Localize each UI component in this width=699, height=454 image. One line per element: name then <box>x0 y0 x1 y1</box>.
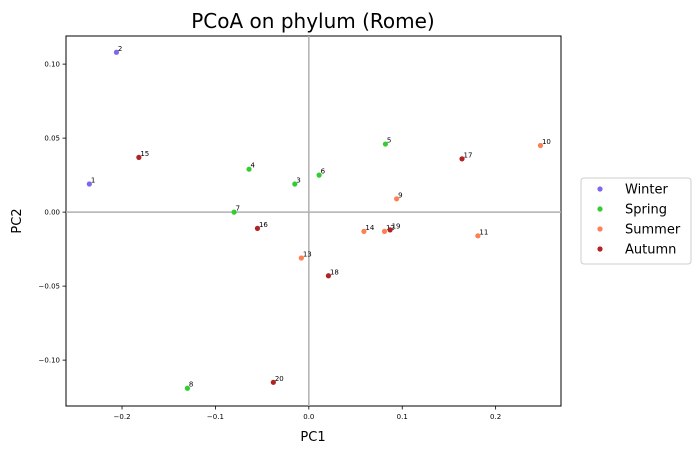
legend-marker-spring <box>597 206 603 212</box>
point-label: 10 <box>542 138 551 146</box>
data-point-summer <box>475 233 481 239</box>
point-label: 5 <box>387 137 391 145</box>
data-point-spring <box>382 141 389 147</box>
legend-marker-summer <box>597 226 603 232</box>
point-label: 20 <box>275 375 284 383</box>
point-label: 17 <box>464 151 473 159</box>
data-point-spring <box>292 181 298 187</box>
data-point-spring <box>246 166 252 172</box>
legend: Winter Spring Summer Autumn <box>580 177 692 265</box>
legend-entry-winter: Winter <box>625 183 669 198</box>
y-tick-label: −0.10 <box>39 357 60 365</box>
data-point-winter <box>86 181 92 187</box>
data-point-autumn <box>136 154 142 160</box>
legend-marker-autumn <box>597 246 603 252</box>
plot-area <box>65 35 562 407</box>
point-label: 7 <box>236 205 240 213</box>
point-label: 18 <box>330 268 339 276</box>
point-label: 8 <box>189 381 193 389</box>
point-label: 19 <box>392 222 401 230</box>
data-point-summer <box>537 142 544 149</box>
data-point-spring <box>184 385 191 391</box>
point-label: 11 <box>479 228 488 236</box>
data-point-autumn <box>270 379 276 385</box>
x-axis-ticks: −0.2 −0.1 0.0 0.1 0.2 <box>114 406 501 421</box>
point-label: 16 <box>259 221 268 229</box>
y-tick-label: 0.00 <box>44 209 60 217</box>
y-axis-label: PC2 <box>10 208 25 233</box>
point-label: 13 <box>303 251 312 259</box>
point-label: 4 <box>251 162 256 170</box>
point-label: 3 <box>296 177 300 185</box>
legend-marker-winter <box>597 186 603 192</box>
legend-box <box>580 177 692 265</box>
data-point-autumn <box>459 156 465 162</box>
data-points: 1234567891011121314151617181920 <box>86 45 551 391</box>
point-label: 15 <box>140 150 149 158</box>
data-point-spring <box>231 209 237 215</box>
x-tick-label: 0.1 <box>397 413 408 421</box>
x-axis-label: PC1 <box>300 430 325 445</box>
legend-entry-autumn: Autumn <box>625 243 676 258</box>
x-tick-label: −0.1 <box>207 413 224 421</box>
y-tick-label: 0.05 <box>44 135 60 143</box>
point-label: 2 <box>118 45 122 53</box>
point-label: 9 <box>398 191 402 199</box>
point-label: 1 <box>91 177 95 185</box>
data-point-autumn <box>254 225 261 231</box>
data-point-summer <box>381 228 388 234</box>
legend-entry-summer: Summer <box>625 223 681 238</box>
data-point-summer <box>394 196 400 202</box>
y-axis-ticks: −0.10 −0.05 0.00 0.05 0.10 <box>39 61 66 365</box>
data-point-spring <box>316 172 322 178</box>
data-point-winter <box>113 49 120 55</box>
data-point-autumn <box>387 227 393 233</box>
x-tick-label: −0.2 <box>114 413 131 421</box>
y-tick-label: −0.05 <box>39 283 60 291</box>
reference-lines <box>66 36 561 406</box>
x-tick-label: 0.2 <box>490 413 501 421</box>
point-label: 6 <box>321 168 326 176</box>
data-point-summer <box>298 255 304 261</box>
y-tick-label: 0.10 <box>44 61 60 69</box>
point-label: 14 <box>365 224 374 232</box>
x-tick-label: 0.0 <box>303 413 314 421</box>
data-point-autumn <box>325 273 332 279</box>
chart-title: PCoA on phylum (Rome) <box>191 9 434 33</box>
data-point-summer <box>361 228 367 234</box>
legend-entry-spring: Spring <box>625 203 667 218</box>
